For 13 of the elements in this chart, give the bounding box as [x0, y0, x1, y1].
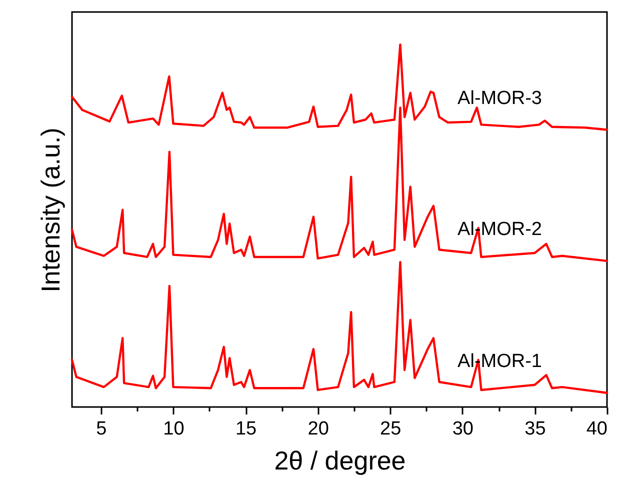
x-tick-label: 25 — [380, 418, 402, 440]
x-axis-title: 2θ / degree — [274, 446, 406, 476]
x-tick-label: 10 — [163, 418, 184, 440]
x-tick-label: 30 — [452, 418, 474, 440]
x-tick-label: 40 — [586, 418, 608, 440]
series-label: Al-MOR-3 — [458, 88, 542, 109]
series-label: Al-MOR-2 — [458, 218, 542, 240]
x-tick-label: 15 — [235, 418, 257, 440]
series-label: Al-MOR-1 — [458, 350, 542, 372]
x-tick-label: 20 — [308, 418, 329, 440]
x-tick-label: 35 — [524, 418, 546, 440]
y-axis-title: Intensity (a.u.) — [36, 128, 66, 292]
x-tick-label: 5 — [96, 418, 107, 440]
